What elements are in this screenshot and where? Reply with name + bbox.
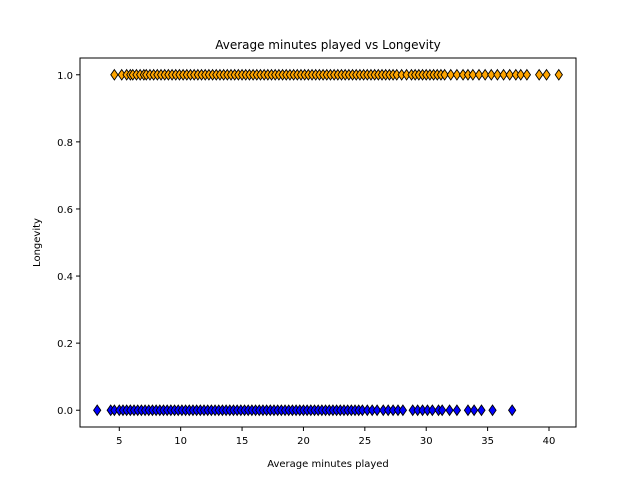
data-point bbox=[440, 68, 449, 81]
data-point bbox=[554, 68, 563, 81]
x-tick-label: 30 bbox=[420, 436, 433, 447]
x-tick-label: 40 bbox=[543, 436, 556, 447]
data-point bbox=[93, 404, 102, 417]
data-point bbox=[487, 68, 496, 81]
y-axis: 0.0 0.2 0.4 0.6 0.8 1.0 bbox=[57, 71, 80, 417]
x-axis-label: Average minutes played bbox=[267, 459, 389, 470]
data-point bbox=[468, 68, 478, 81]
x-tick-label: 25 bbox=[358, 436, 371, 447]
y-tick-label: 0.6 bbox=[57, 205, 73, 216]
x-axis: 5 10 15 20 25 30 35 40 bbox=[116, 427, 555, 447]
data-point bbox=[452, 68, 462, 81]
data-point bbox=[452, 404, 462, 417]
data-point bbox=[372, 404, 382, 417]
y-tick-label: 0.2 bbox=[57, 339, 73, 350]
x-tick-label: 5 bbox=[116, 436, 122, 447]
data-point bbox=[445, 404, 454, 417]
chart-title: Average minutes played vs Longevity bbox=[215, 38, 441, 52]
y-tick-label: 1.0 bbox=[57, 71, 73, 82]
data-point bbox=[474, 68, 484, 81]
y-tick-label: 0.4 bbox=[57, 272, 73, 283]
data-point bbox=[542, 68, 551, 81]
data-point bbox=[522, 68, 532, 81]
data-points bbox=[93, 68, 563, 417]
x-tick-label: 10 bbox=[174, 436, 187, 447]
y-tick-label: 0.8 bbox=[57, 138, 73, 149]
y-tick-label: 0.0 bbox=[57, 406, 73, 417]
data-point bbox=[477, 404, 486, 417]
data-point bbox=[428, 404, 437, 417]
data-point bbox=[463, 404, 473, 417]
data-point bbox=[516, 68, 525, 81]
data-point bbox=[499, 68, 508, 81]
x-tick-label: 35 bbox=[481, 436, 494, 447]
plot-frame bbox=[79, 57, 577, 428]
data-point bbox=[488, 404, 497, 417]
data-point bbox=[438, 404, 447, 417]
data-point bbox=[535, 68, 544, 81]
data-point bbox=[508, 404, 517, 417]
x-tick-label: 20 bbox=[297, 436, 310, 447]
data-point bbox=[505, 68, 514, 81]
data-point bbox=[446, 68, 455, 81]
y-axis-label: Longevity bbox=[32, 218, 43, 267]
data-point bbox=[493, 68, 502, 81]
data-point bbox=[398, 404, 408, 417]
data-point bbox=[481, 68, 490, 81]
data-point bbox=[110, 68, 119, 81]
x-tick-label: 15 bbox=[236, 436, 249, 447]
data-point bbox=[469, 404, 479, 417]
